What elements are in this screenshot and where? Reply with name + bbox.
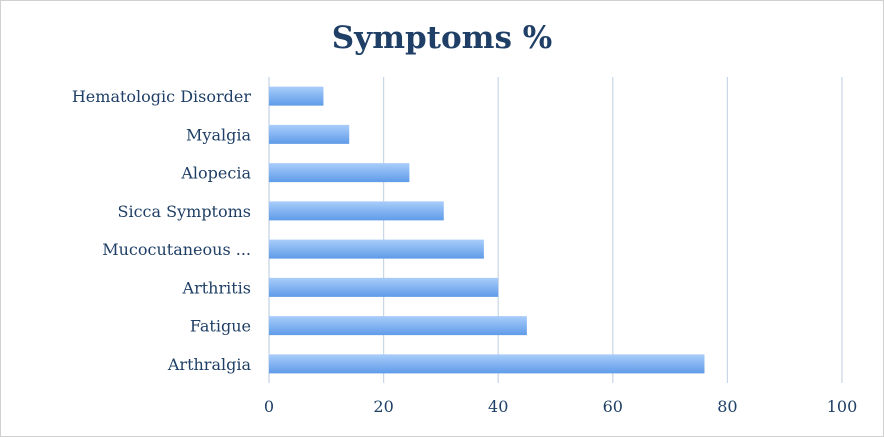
x-tick-label: 40 bbox=[488, 397, 508, 416]
bar bbox=[269, 239, 484, 259]
bar bbox=[269, 86, 324, 106]
bar bbox=[269, 124, 350, 144]
gridlines bbox=[268, 77, 843, 383]
bar bbox=[269, 354, 705, 374]
bar bbox=[269, 316, 527, 336]
chart-title: Symptoms % bbox=[331, 20, 553, 56]
x-tick-label: 100 bbox=[827, 397, 858, 416]
category-label: Mucocutaneous ... bbox=[102, 240, 251, 259]
x-tick-label: 80 bbox=[717, 397, 737, 416]
category-label: Alopecia bbox=[180, 164, 251, 183]
x-tick-label: 60 bbox=[603, 397, 623, 416]
category-label: Arthritis bbox=[182, 278, 251, 297]
x-tick-labels: 0 20 40 60 80 100 bbox=[264, 397, 857, 416]
category-label: Myalgia bbox=[186, 125, 251, 144]
category-label: Fatigue bbox=[190, 317, 251, 336]
bar bbox=[269, 277, 499, 297]
category-label: Arthralgia bbox=[167, 355, 252, 374]
category-labels: Arthralgia Fatigue Arthritis Mucocutaneous … bbox=[72, 87, 252, 374]
x-tick-label: 0 bbox=[264, 397, 274, 416]
bar bbox=[269, 201, 444, 221]
bar bbox=[269, 163, 410, 183]
x-tick-label: 20 bbox=[373, 397, 393, 416]
category-label: Hematologic Disorder bbox=[72, 87, 252, 106]
bars bbox=[269, 86, 705, 374]
category-label: Sicca Symptoms bbox=[118, 202, 251, 221]
